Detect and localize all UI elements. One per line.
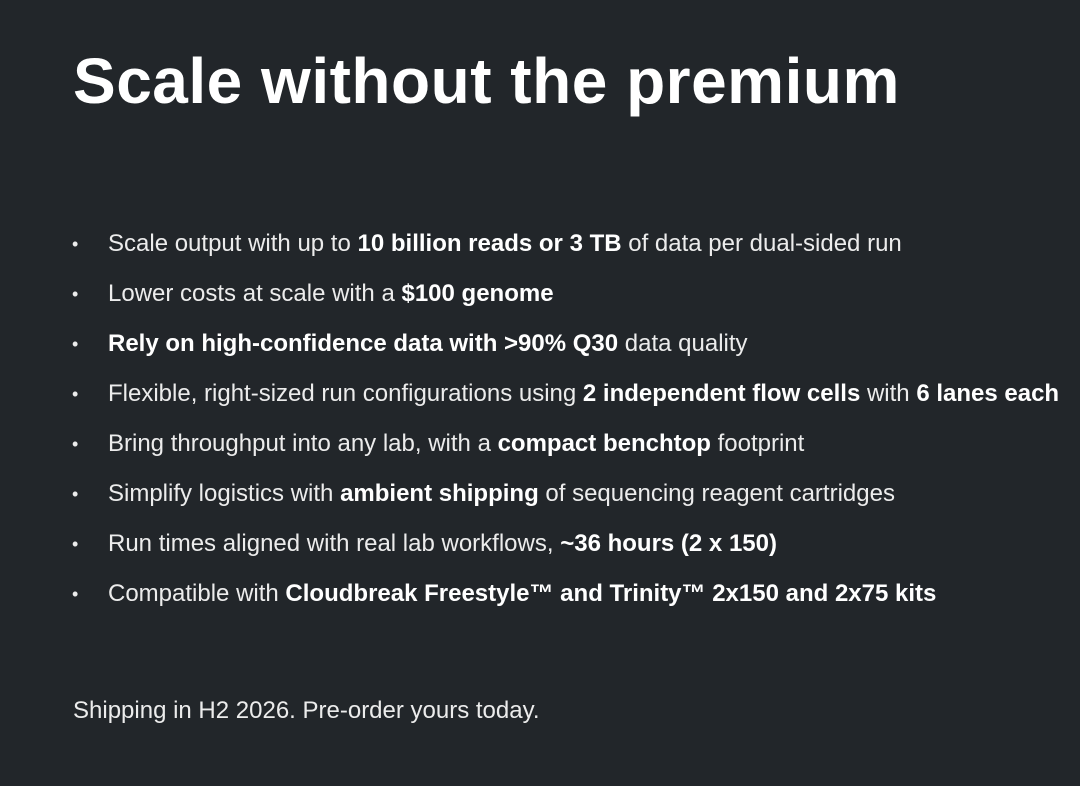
- feature-highlight: $100 genome: [401, 280, 554, 307]
- bullet-icon: •: [72, 284, 79, 304]
- bullet-icon: •: [72, 484, 79, 504]
- page-title: Scale without the premium: [73, 45, 900, 117]
- feature-text: Compatible with: [108, 580, 286, 607]
- feature-highlight: compact benchtop: [497, 430, 711, 457]
- feature-text: Lower costs at scale with a: [108, 280, 402, 307]
- feature-list: • Scale output with up to 10 billion read…: [72, 219, 1072, 619]
- shipping-note: Shipping in H2 2026. Pre-order yours tod…: [73, 697, 540, 724]
- feature-highlight: ambient shipping: [340, 480, 539, 507]
- feature-highlight: Rely on high-confidence data with >90% Q…: [108, 330, 619, 357]
- feature-text: footprint: [710, 430, 805, 457]
- feature-item: • Flexible, right-sized run configuration…: [72, 369, 1072, 419]
- feature-item: • Scale output with up to 10 billion read…: [72, 219, 1072, 269]
- bullet-icon: •: [72, 584, 79, 604]
- feature-text: of data per dual-sided run: [621, 230, 902, 257]
- feature-highlight: 2 independent flow cells: [582, 380, 861, 407]
- feature-item: • Bring throughput into any lab, with a c…: [72, 419, 1072, 469]
- feature-highlight: 6 lanes each: [916, 380, 1060, 407]
- feature-text: with: [860, 380, 917, 407]
- bullet-icon: •: [72, 534, 79, 554]
- feature-highlight: Cloudbreak Freestyle™ and Trinity™ 2x150…: [285, 580, 937, 607]
- feature-text: of sequencing reagent cartridges: [538, 480, 895, 507]
- feature-text: Bring throughput into any lab, with a: [108, 430, 498, 457]
- feature-item: • Run times aligned with real lab workflo…: [72, 519, 1072, 569]
- bullet-icon: •: [72, 334, 79, 354]
- feature-text: data quality: [618, 330, 748, 357]
- feature-item: • Rely on high-confidence data with >90% …: [72, 319, 1072, 369]
- feature-highlight: ~36 hours (2 x 150): [560, 530, 777, 557]
- feature-text: Flexible, right-sized run configurations…: [108, 380, 583, 407]
- feature-item: • Simplify logistics with ambient shippin…: [72, 469, 1072, 519]
- feature-text: Run times aligned with real lab workflow…: [108, 530, 561, 557]
- feature-text: Scale output with up to: [108, 230, 358, 257]
- bullet-icon: •: [72, 384, 79, 404]
- bullet-icon: •: [72, 434, 79, 454]
- feature-text: Simplify logistics with: [108, 480, 341, 507]
- feature-highlight: 10 billion reads or 3 TB: [357, 230, 622, 257]
- feature-item: • Compatible with Cloudbreak Freestyle™ a…: [72, 569, 1072, 619]
- bullet-icon: •: [72, 234, 79, 254]
- feature-item: • Lower costs at scale with a $100 genome: [72, 269, 1072, 319]
